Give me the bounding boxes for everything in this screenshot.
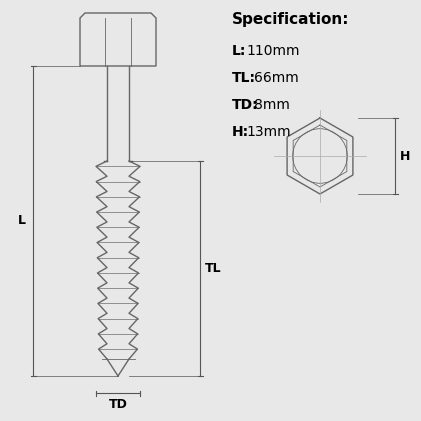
- Text: TD:: TD:: [232, 98, 258, 112]
- Text: H:: H:: [232, 125, 249, 139]
- Text: L:: L:: [232, 44, 246, 58]
- Text: 66mm: 66mm: [254, 71, 299, 85]
- Text: TD: TD: [109, 399, 128, 411]
- Text: 13mm: 13mm: [246, 125, 290, 139]
- Text: TL: TL: [205, 262, 221, 275]
- Text: H: H: [400, 149, 410, 163]
- Text: 110mm: 110mm: [246, 44, 299, 58]
- Text: L: L: [18, 215, 26, 227]
- Text: TL:: TL:: [232, 71, 256, 85]
- Text: Specification:: Specification:: [232, 12, 349, 27]
- Text: 8mm: 8mm: [254, 98, 290, 112]
